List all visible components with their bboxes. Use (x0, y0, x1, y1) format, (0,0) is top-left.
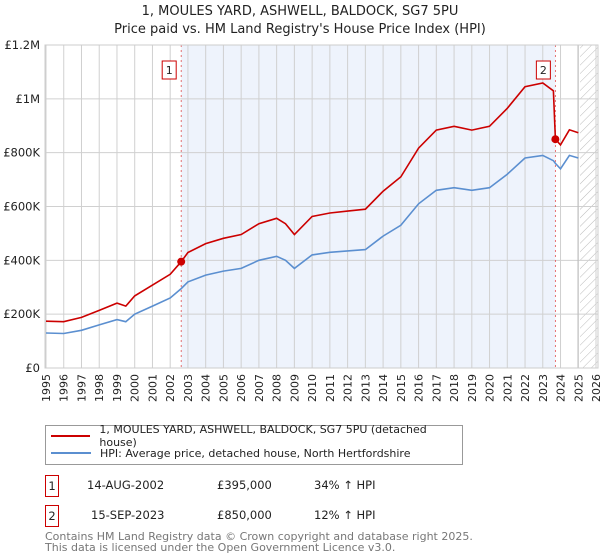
footer-line-2: This data is licensed under the Open Gov… (45, 541, 396, 554)
x-tick-label: 2008 (271, 374, 284, 402)
transaction-date: 14-AUG-2002 (87, 478, 165, 492)
plot-border (44, 44, 599, 369)
x-tick-label: 2024 (555, 374, 568, 402)
sale-label: 2 (540, 64, 547, 77)
y-tick-label: £200K (3, 307, 40, 321)
x-tick-label: 2003 (182, 374, 195, 402)
chart-subtitle: Price paid vs. HM Land Registry's House … (114, 22, 486, 37)
y-tick-label: £0 (25, 361, 40, 375)
legend: 1, MOULES YARD, ASHWELL, BALDOCK, SG7 5P… (45, 423, 463, 465)
x-tick-label: 2000 (129, 374, 142, 402)
legend-label-hpi: HPI: Average price, detached house, Nort… (100, 446, 411, 460)
footer-line-1: Contains HM Land Registry data © Crown c… (45, 530, 473, 543)
x-tick-label: 2006 (235, 374, 248, 402)
legend-item-hpi: HPI: Average price, detached house, Nort… (51, 445, 410, 461)
chart-title: 1, MOULES YARD, ASHWELL, BALDOCK, SG7 5P… (141, 4, 459, 19)
x-tick-label: 1996 (58, 374, 71, 402)
hpi-line (45, 154, 579, 335)
x-tick-label: 2014 (377, 374, 390, 402)
transaction-date: 15-SEP-2023 (91, 508, 165, 522)
sale-label: 1 (166, 64, 173, 77)
x-tick-label: 2013 (359, 374, 372, 402)
x-tick-label: 1999 (111, 374, 124, 402)
x-tick-label: 2026 (590, 374, 600, 402)
transaction-price: £395,000 (217, 478, 272, 492)
sale-point (177, 257, 186, 266)
x-tick-label: 2021 (501, 374, 514, 402)
transaction-hpi: 12% ↑ HPI (314, 508, 376, 522)
x-tick-label: 2004 (200, 374, 213, 402)
x-tick-label: 2011 (324, 374, 337, 402)
x-tick-label: 2018 (448, 374, 461, 402)
x-tick-label: 2005 (217, 374, 230, 402)
transaction-hpi: 34% ↑ HPI (314, 478, 376, 492)
x-tick-label: 2023 (537, 374, 550, 402)
x-tick-label: 2022 (519, 374, 532, 402)
x-tick-label: 1997 (75, 374, 88, 402)
price-chart: 1995 1996 1997 1998 1999 2000 2001 2002 2003 2004… (3, 38, 600, 402)
x-tick-label: 2025 (572, 374, 585, 402)
x-tick-label: 2001 (146, 374, 159, 402)
y-tick-label: £600K (3, 200, 40, 214)
footer: Contains HM Land Registry data © Crown c… (45, 531, 473, 553)
legend-item-property: 1, MOULES YARD, ASHWELL, BALDOCK, SG7 5P… (51, 423, 462, 449)
legend-swatch-red (51, 435, 91, 437)
sale-point (551, 135, 560, 144)
y-tick-label: £1M (15, 92, 40, 106)
x-tick-label: 1995 (40, 374, 53, 402)
x-tick-label: 1998 (93, 374, 106, 402)
x-tick-label: 2002 (164, 374, 177, 402)
x-tick-label: 2015 (395, 374, 408, 402)
x-tick-label: 2019 (466, 374, 479, 402)
x-tick-label: 2020 (484, 374, 497, 402)
sale-label-box (161, 60, 177, 80)
x-tick-label: 2007 (253, 374, 266, 402)
legend-label-property: 1, MOULES YARD, ASHWELL, BALDOCK, SG7 5P… (99, 423, 427, 449)
sale-label-box (535, 60, 551, 80)
x-tick-label: 2009 (288, 374, 301, 402)
transaction-badge: 1 (45, 475, 59, 497)
x-tick-label: 2017 (430, 374, 443, 402)
transaction-badge: 2 (45, 505, 59, 527)
legend-swatch-blue (51, 452, 91, 454)
property-price-line (45, 82, 579, 323)
y-tick-label: £1.2M (4, 38, 40, 52)
y-tick-label: £400K (3, 253, 40, 267)
y-tick-label: £800K (3, 146, 40, 160)
transaction-price: £850,000 (217, 508, 272, 522)
x-tick-label: 2010 (306, 374, 319, 402)
x-tick-label: 2012 (342, 374, 355, 402)
x-tick-label: 2016 (413, 374, 426, 402)
